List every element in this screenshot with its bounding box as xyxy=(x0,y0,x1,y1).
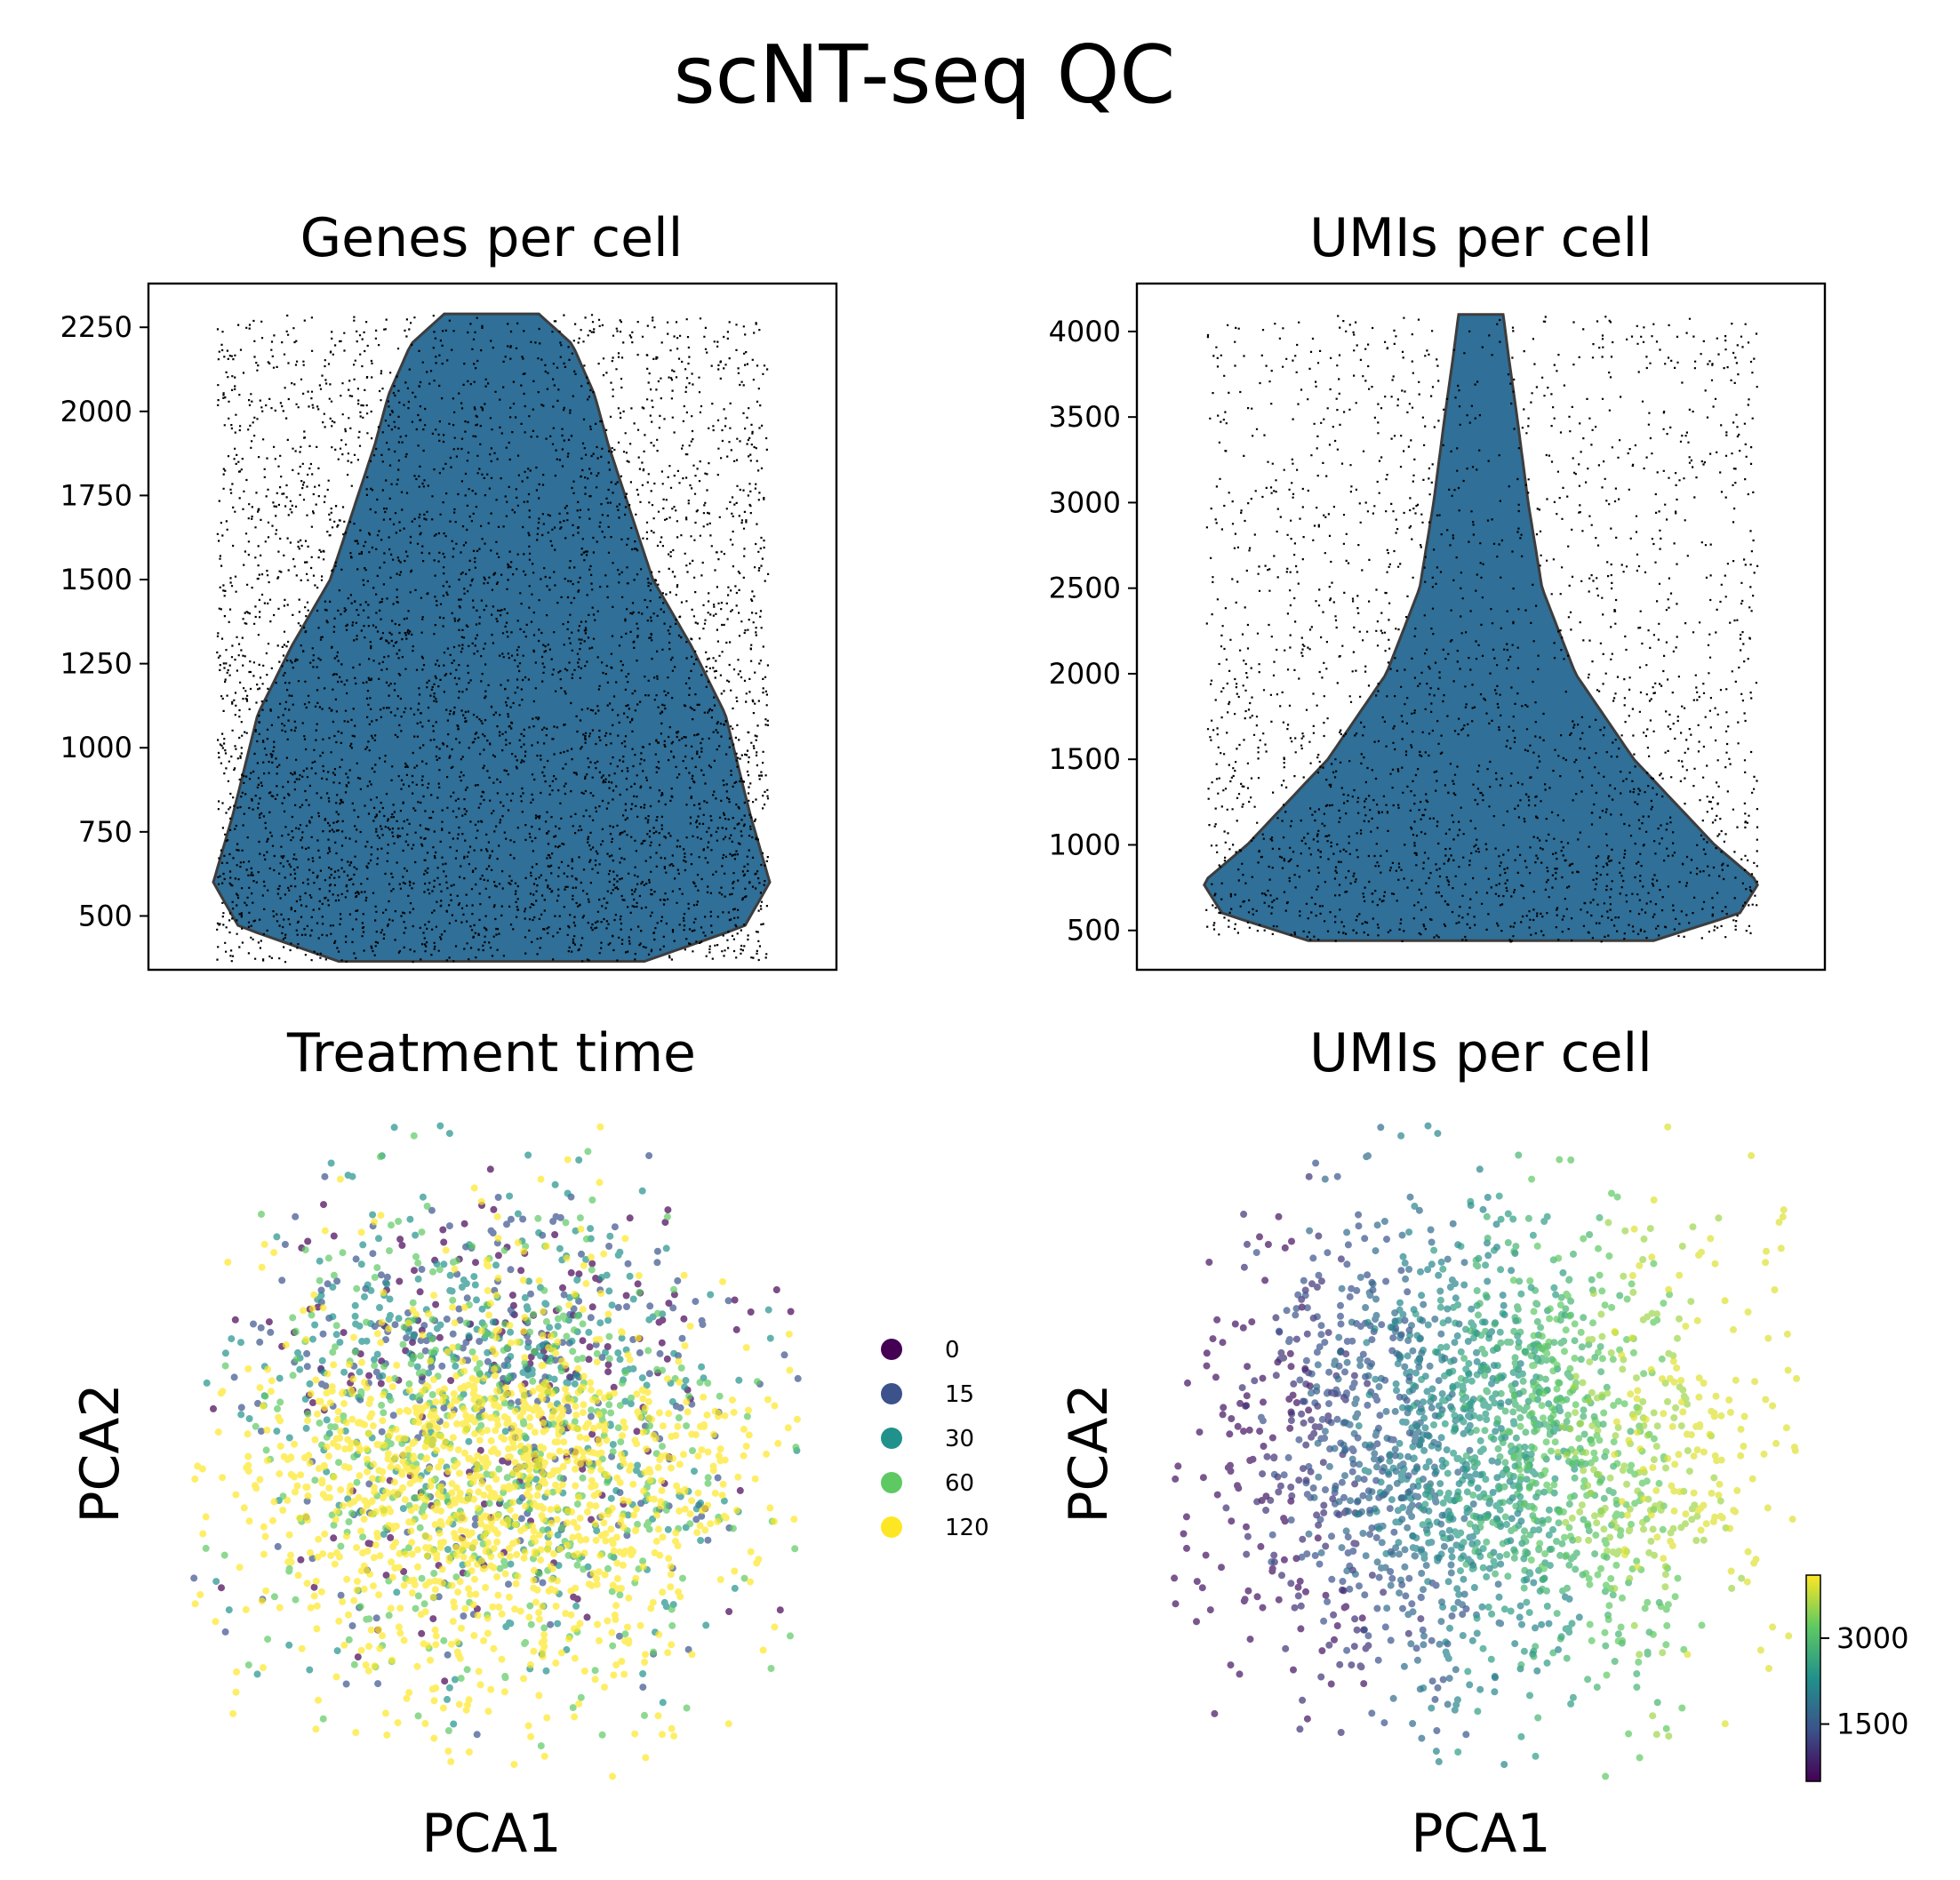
panel-pca-treatment-time: Treatment time PCA1 PCA2 0 15 30 60 120 xyxy=(69,1022,989,1865)
pca-treatment-points xyxy=(190,1122,802,1780)
violin-body xyxy=(212,312,772,963)
colorbar-tick-label: 3000 xyxy=(1836,1621,1908,1655)
ytick-label: 2000 xyxy=(1049,657,1121,691)
legend-label: 120 xyxy=(945,1515,989,1541)
ytick-label: 2250 xyxy=(60,310,132,344)
legend-label: 0 xyxy=(945,1337,960,1364)
colorbar-ticks: 1500 3000 xyxy=(1820,1621,1908,1741)
violin-umis-marks xyxy=(1203,313,1759,943)
ytick-label: 1250 xyxy=(60,647,132,681)
legend-swatch xyxy=(881,1428,902,1449)
legend-label: 15 xyxy=(945,1381,974,1408)
ytick-label: 1000 xyxy=(60,731,132,764)
xlabel-treatment: PCA1 xyxy=(421,1803,561,1865)
panel-title-umis-violin: UMIs per cell xyxy=(1309,207,1652,269)
ylabel-umis: PCA2 xyxy=(1058,1383,1120,1523)
ytick-label: 1750 xyxy=(60,478,132,512)
ytick-label: 4000 xyxy=(1049,315,1121,348)
ytick-label: 2500 xyxy=(1049,572,1121,605)
yticks-umis: 500 1000 1500 2000 2500 3000 3500 4000 xyxy=(1049,315,1137,948)
panel-pca-umis: UMIs per cell PCA1 PCA2 1500 3000 xyxy=(1058,1022,1908,1865)
violin-body xyxy=(1203,313,1759,942)
panel-title-treatment: Treatment time xyxy=(286,1022,696,1084)
colorbar xyxy=(1805,1574,1821,1782)
umi-points-band xyxy=(1171,1212,1368,1723)
legend-swatch xyxy=(881,1516,902,1538)
xlabel-umis: PCA1 xyxy=(1411,1803,1550,1865)
ytick-label: 1000 xyxy=(1049,828,1121,861)
ylabel-treatment: PCA2 xyxy=(69,1383,132,1523)
umi-points-band xyxy=(1353,1122,1583,1768)
colorbar-tick-label: 1500 xyxy=(1836,1708,1908,1741)
panel-title-umis-pca: UMIs per cell xyxy=(1309,1022,1652,1084)
umi-points-band xyxy=(1455,1151,1663,1722)
legend-treatment-time: 0 15 30 60 120 xyxy=(881,1337,989,1541)
ytick-label: 500 xyxy=(78,899,132,932)
ytick-label: 3000 xyxy=(1049,485,1121,519)
yticks-genes: 500 750 1000 1250 1500 1750 2000 2250 xyxy=(60,310,148,932)
legend-label: 60 xyxy=(945,1470,974,1497)
figure-title: scNT-seq QC xyxy=(674,28,1176,122)
ytick-label: 1500 xyxy=(1049,742,1121,776)
legend-swatch xyxy=(881,1472,902,1493)
points-120 xyxy=(191,1123,801,1780)
ytick-label: 2000 xyxy=(60,395,132,428)
panel-genes-per-cell: Genes per cell 500 750 1000 1250 1500 1750 200… xyxy=(60,207,838,972)
legend-label: 30 xyxy=(945,1426,974,1452)
violin-genes-marks xyxy=(212,312,772,964)
umi-points-band xyxy=(1554,1214,1746,1740)
umi-points-band xyxy=(1410,1192,1580,1760)
points-30 xyxy=(203,1122,801,1728)
legend-swatch xyxy=(881,1383,902,1404)
pca-umis-points xyxy=(1171,1122,1801,1780)
panel-title-genes: Genes per cell xyxy=(300,207,684,269)
legend-swatch xyxy=(881,1339,902,1360)
panel-umis-per-cell-violin: UMIs per cell 500 1000 1500 2000 2500 3000 350… xyxy=(1049,207,1827,972)
ytick-label: 500 xyxy=(1067,914,1121,948)
umi-points-band xyxy=(1504,1156,1706,1780)
axes-frame-umis xyxy=(1135,282,1827,972)
ytick-label: 1500 xyxy=(60,563,132,596)
axes-frame-genes xyxy=(147,282,838,972)
ytick-label: 3500 xyxy=(1049,400,1121,434)
ytick-label: 750 xyxy=(78,815,132,849)
